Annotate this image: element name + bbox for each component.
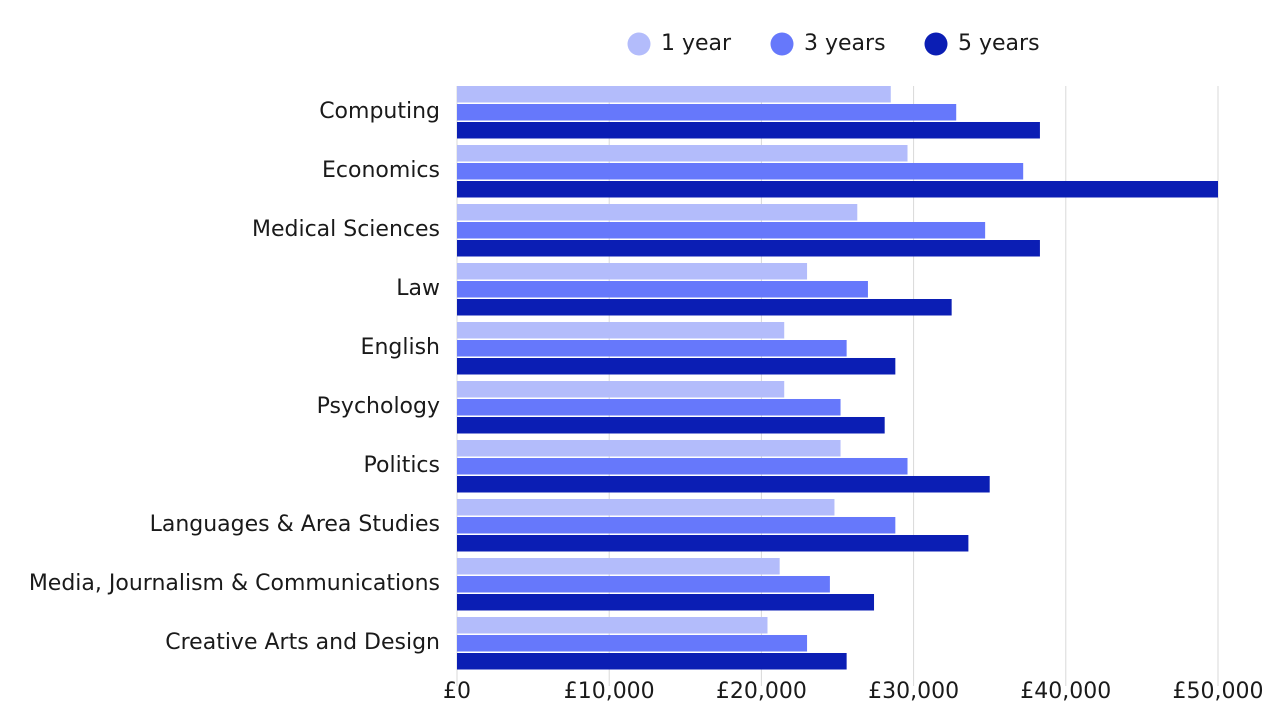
bar-8-0 — [457, 558, 780, 575]
bar-4-0 — [457, 322, 785, 339]
bar-0-1 — [457, 104, 957, 121]
bar-9-2 — [457, 653, 847, 670]
bar-7-0 — [457, 499, 835, 516]
category-labels: Computing Economics Medical Sciences Law Eng… — [29, 99, 440, 655]
category-label-2: Medical Sciences — [252, 217, 440, 242]
bar-3-2 — [457, 299, 952, 316]
bar-2-2 — [457, 240, 1040, 257]
bar-2-0 — [457, 204, 858, 221]
bar-1-0 — [457, 145, 908, 162]
bar-5-0 — [457, 381, 785, 398]
category-label-3: Law — [396, 276, 440, 301]
bar-3-1 — [457, 281, 868, 298]
bar-8-2 — [457, 594, 875, 611]
category-label-9: Creative Arts and Design — [165, 630, 440, 655]
legend-label-2: 5 years — [958, 31, 1040, 56]
legend-label-0: 1 year — [661, 31, 732, 56]
bar-5-1 — [457, 399, 841, 416]
legend-swatch-0 — [627, 32, 651, 56]
x-tick-label-4: £40,000 — [1020, 679, 1111, 704]
x-tick-label-3: £30,000 — [868, 679, 959, 704]
x-tick-label-1: £10,000 — [564, 679, 655, 704]
bar-7-1 — [457, 517, 896, 534]
x-tick-label-0: £0 — [443, 679, 471, 704]
bar-6-0 — [457, 440, 841, 457]
category-label-4: English — [361, 335, 440, 360]
legend-label-1: 3 years — [804, 31, 886, 56]
legend-swatch-1 — [770, 32, 794, 56]
bar-9-0 — [457, 617, 768, 634]
bar-0-2 — [457, 122, 1040, 139]
bar-2-1 — [457, 222, 986, 239]
category-label-5: Psychology — [317, 394, 440, 419]
bar-7-2 — [457, 535, 969, 552]
bar-8-1 — [457, 576, 830, 593]
bars — [457, 86, 1218, 670]
bar-5-2 — [457, 417, 885, 434]
bar-9-1 — [457, 635, 808, 652]
category-label-1: Economics — [322, 158, 440, 183]
x-tick-labels: £0 £10,000 £20,000 £30,000 £40,000 £50,000 — [443, 679, 1263, 704]
bar-4-1 — [457, 340, 847, 357]
category-label-6: Politics — [364, 453, 440, 478]
x-tick-label-5: £50,000 — [1173, 679, 1264, 704]
bar-6-1 — [457, 458, 908, 475]
bar-0-0 — [457, 86, 891, 103]
category-label-0: Computing — [319, 99, 440, 124]
legend-swatch-2 — [924, 32, 948, 56]
bar-1-2 — [457, 181, 1218, 198]
bar-3-0 — [457, 263, 808, 280]
chart-legend: 1 year 3 years 5 years — [627, 31, 1040, 56]
bar-4-2 — [457, 358, 896, 375]
bar-6-2 — [457, 476, 990, 493]
x-tick-label-2: £20,000 — [716, 679, 807, 704]
category-label-8: Media, Journalism & Communications — [29, 571, 440, 596]
bar-1-1 — [457, 163, 1024, 180]
category-label-7: Languages & Area Studies — [150, 512, 440, 537]
